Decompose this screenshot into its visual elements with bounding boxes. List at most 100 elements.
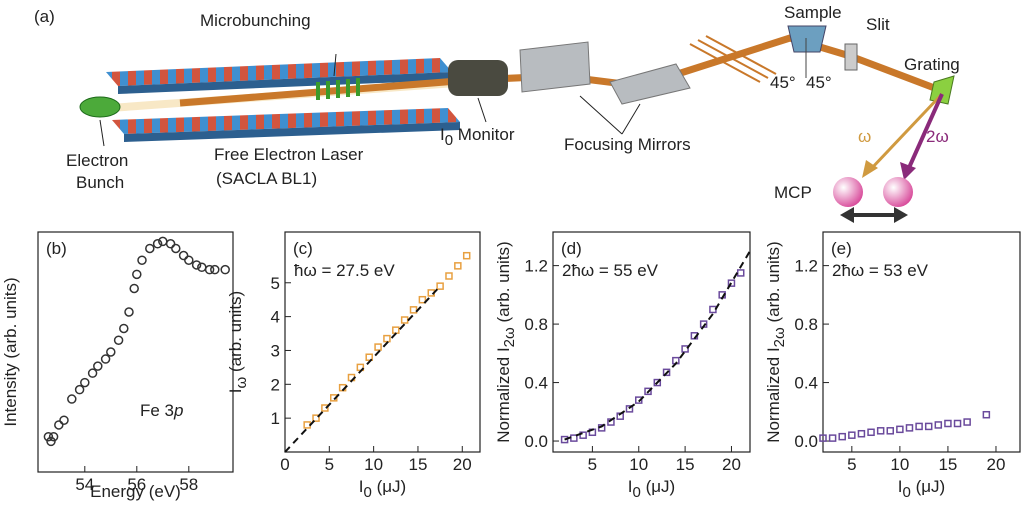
point xyxy=(905,424,914,432)
y-tick-label: 2 xyxy=(271,375,280,394)
point xyxy=(46,436,56,447)
monitor xyxy=(448,60,508,96)
point xyxy=(171,243,181,254)
two-omega-ray xyxy=(906,93,944,171)
point xyxy=(100,354,111,364)
arrow xyxy=(862,160,878,178)
point xyxy=(165,239,176,249)
text-part: Normalized I xyxy=(764,347,783,442)
point xyxy=(43,431,54,442)
point xyxy=(129,283,139,294)
panel-label: (e) xyxy=(831,239,852,258)
text-part: 2ω xyxy=(771,327,788,347)
x-tick-label: 5 xyxy=(847,455,856,474)
point xyxy=(312,414,320,422)
point xyxy=(625,405,634,413)
panel-label: (a) xyxy=(34,7,55,26)
x-axis-label: I0 (μJ) xyxy=(359,477,406,501)
text-part: I xyxy=(226,388,245,393)
point xyxy=(848,431,856,439)
text-part: (μJ) xyxy=(372,477,406,496)
y-axis-label: Normalized I2ω (arb. units) xyxy=(764,241,788,442)
plot-frame xyxy=(822,231,1021,453)
point xyxy=(87,368,98,378)
label: 45° xyxy=(806,73,832,92)
y-axis-label: Normalized I2ω (arb. units) xyxy=(494,241,518,442)
y-tick-label: 1.2 xyxy=(524,257,548,276)
point xyxy=(48,431,59,442)
label: Slit xyxy=(866,15,890,34)
mcp xyxy=(883,177,913,207)
point xyxy=(418,295,427,304)
point xyxy=(886,427,895,435)
annotation: 2ħω = 53 eV xyxy=(832,261,929,280)
x-tick-label: 20 xyxy=(453,455,472,474)
label: Electron xyxy=(66,151,128,170)
label: Bunch xyxy=(76,173,124,192)
point xyxy=(210,264,220,275)
x-axis-label: I0 (μJ) xyxy=(898,477,945,501)
point xyxy=(819,434,827,442)
plot-frame xyxy=(37,231,234,473)
point xyxy=(944,419,952,428)
pointers xyxy=(99,53,641,147)
point xyxy=(132,269,142,280)
point xyxy=(119,323,129,334)
point xyxy=(653,378,662,387)
fit-line xyxy=(284,285,441,453)
point xyxy=(857,429,866,438)
text-part: (μJ) xyxy=(911,477,945,496)
label: Microbunching xyxy=(200,11,311,30)
y-tick-label: 5 xyxy=(271,274,280,293)
point xyxy=(445,272,453,280)
rays xyxy=(689,35,777,83)
label: (SACLA BL1) xyxy=(216,169,317,188)
y-tick-label: 0.8 xyxy=(524,315,548,334)
plot-frame xyxy=(284,231,481,453)
point xyxy=(727,279,736,287)
point xyxy=(152,239,163,249)
magnet-top xyxy=(106,58,452,86)
point xyxy=(124,307,134,317)
point xyxy=(93,361,103,371)
mirror xyxy=(519,41,591,93)
y-tick-label: 0.4 xyxy=(524,374,548,393)
point xyxy=(934,421,943,429)
point xyxy=(570,434,578,442)
text-part: I xyxy=(359,477,364,496)
label: Focusing Mirrors xyxy=(564,135,691,154)
point xyxy=(392,326,400,334)
x-axis-label: Energy (eV) xyxy=(90,482,181,501)
x-tick-label: 10 xyxy=(629,455,648,474)
sample xyxy=(787,25,827,53)
text-part: p xyxy=(173,401,183,420)
omega-ray xyxy=(868,92,944,172)
point xyxy=(644,387,652,396)
y-axis-label: Iω (arb. units) xyxy=(226,291,250,393)
point xyxy=(462,251,471,260)
point xyxy=(204,264,215,275)
point xyxy=(145,243,155,254)
y-tick-label: 0.0 xyxy=(524,432,548,451)
annotation: Fe 3p xyxy=(140,401,184,420)
point xyxy=(560,435,569,444)
x-tick-label: 5 xyxy=(588,455,597,474)
x-tick-label: 20 xyxy=(722,455,741,474)
text-part: Energy (eV) xyxy=(90,482,181,501)
y-tick-label: 1 xyxy=(271,409,280,428)
label: 45° xyxy=(770,73,796,92)
x-tick-label: 20 xyxy=(987,455,1006,474)
point xyxy=(896,425,904,434)
text-part: Normalized I xyxy=(494,347,513,442)
text-part: (arb. units) xyxy=(764,241,783,327)
setup-diagram: (a) Microbunching xyxy=(34,3,960,223)
point xyxy=(867,428,875,437)
x-tick-label: 15 xyxy=(938,455,957,474)
text-part: (arb. units) xyxy=(494,241,513,327)
x-tick-label: 10 xyxy=(364,455,383,474)
point xyxy=(365,353,373,361)
point xyxy=(924,422,933,431)
electron-bunch xyxy=(79,96,121,118)
y-tick-label: 0.8 xyxy=(794,315,818,334)
